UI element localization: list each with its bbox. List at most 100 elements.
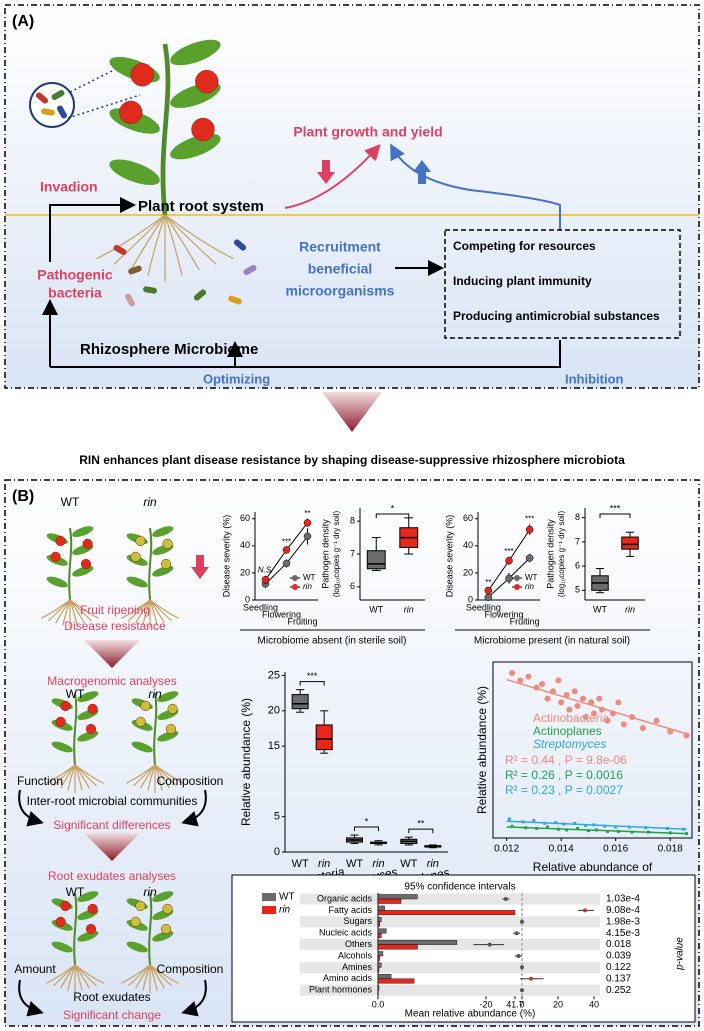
leaf (51, 741, 73, 753)
point (590, 710, 597, 717)
arrow (181, 979, 207, 1017)
y-tick-label: 0 (245, 594, 250, 604)
p-value: 4.15e-3 (606, 928, 640, 939)
tomato (160, 923, 172, 935)
legend-label: rin (279, 905, 291, 916)
label: WT (66, 885, 85, 899)
plant (96, 39, 234, 282)
point (303, 519, 312, 527)
y-tick-label: 6 (575, 560, 580, 570)
diff-point (516, 954, 521, 958)
group-label: rin (427, 858, 439, 870)
significance: ** (417, 819, 425, 829)
mechanism-box (444, 229, 681, 339)
label: Function (17, 774, 63, 788)
point (525, 554, 534, 562)
group-label: WT (400, 858, 417, 870)
point (509, 670, 516, 676)
root (164, 214, 234, 260)
leaf (126, 941, 148, 953)
category-label: Nucleic acids (319, 928, 373, 938)
y-tick-label: 25 (268, 669, 280, 681)
tomato (80, 558, 92, 570)
leaf (126, 576, 148, 588)
root (149, 599, 180, 619)
bar (377, 939, 458, 945)
stem (148, 527, 153, 601)
group-label: WT (292, 858, 309, 870)
bar (377, 910, 516, 916)
root (154, 764, 185, 784)
stats: R² = 0.23 , P = 0.0027 (505, 783, 623, 797)
y-tick-label: 60 (240, 513, 250, 523)
label: Root exudates analyses (48, 869, 176, 883)
bacterium (228, 295, 242, 305)
significance: *** (525, 514, 534, 523)
legend-label: rin (525, 582, 534, 591)
x-tick-label: rin (404, 604, 414, 614)
bar (377, 985, 380, 991)
stem (68, 527, 73, 601)
label: Recruitment (299, 239, 381, 255)
root (135, 599, 151, 624)
x-tick-label: Flowering (484, 609, 523, 619)
point (604, 717, 611, 724)
label: Pathogenic (37, 267, 113, 283)
root (164, 214, 183, 276)
point (484, 586, 493, 595)
label: (log₁₀copies g⁻¹ dry soil) (332, 511, 341, 598)
root (142, 964, 151, 991)
point (620, 721, 627, 728)
diff-point (520, 988, 524, 993)
label: rin (143, 495, 157, 509)
tomato (135, 900, 146, 912)
plot-area (492, 661, 693, 839)
label: Disease resistance (64, 619, 166, 633)
label: Microbiome present (in natural soil) (474, 636, 630, 647)
p-value: 1.03e-4 (606, 894, 640, 905)
leaf (72, 526, 94, 537)
label: rin (143, 885, 157, 899)
y-tick-label: 40 (463, 540, 473, 550)
point (576, 826, 580, 830)
root (67, 964, 76, 991)
down-arrow (317, 160, 335, 184)
leaf (46, 576, 68, 588)
y-tick-label: 0 (274, 846, 280, 858)
bar (377, 921, 380, 927)
root (74, 764, 105, 784)
label: Producing antimicrobial substances (453, 309, 660, 323)
tomato (55, 535, 66, 547)
x-tick-label: 0 (519, 1000, 524, 1010)
x-tick-label: 0.0 (372, 1000, 385, 1010)
label: Fruit ripening (80, 603, 150, 617)
significance: * (391, 503, 395, 513)
sig-bracket (354, 826, 379, 832)
y-tick-label: 60 (463, 513, 473, 523)
x-tick-label: Seedling (243, 602, 278, 612)
arrow (390, 143, 561, 230)
bar (377, 905, 385, 911)
point (544, 695, 551, 702)
diff-point (503, 897, 508, 901)
flow-triangle (84, 833, 140, 861)
sig-bracket (375, 513, 410, 518)
row-shade (300, 984, 600, 996)
tomato (140, 700, 151, 712)
box (366, 550, 386, 570)
tomato (195, 69, 219, 94)
bacterium (233, 239, 247, 251)
y-tick-label: 7 (575, 536, 580, 546)
label: Composition (157, 774, 224, 788)
category-label: Amino acids (323, 973, 373, 983)
legend-swatch (262, 893, 276, 901)
significance: *** (282, 537, 291, 546)
label: RIN enhances plant disease resistance by… (79, 453, 625, 467)
root (67, 764, 76, 791)
tomato (167, 703, 178, 714)
x-tick-label: 0.016 (603, 844, 628, 855)
plant (120, 891, 180, 993)
point (546, 825, 550, 829)
point (582, 714, 589, 720)
